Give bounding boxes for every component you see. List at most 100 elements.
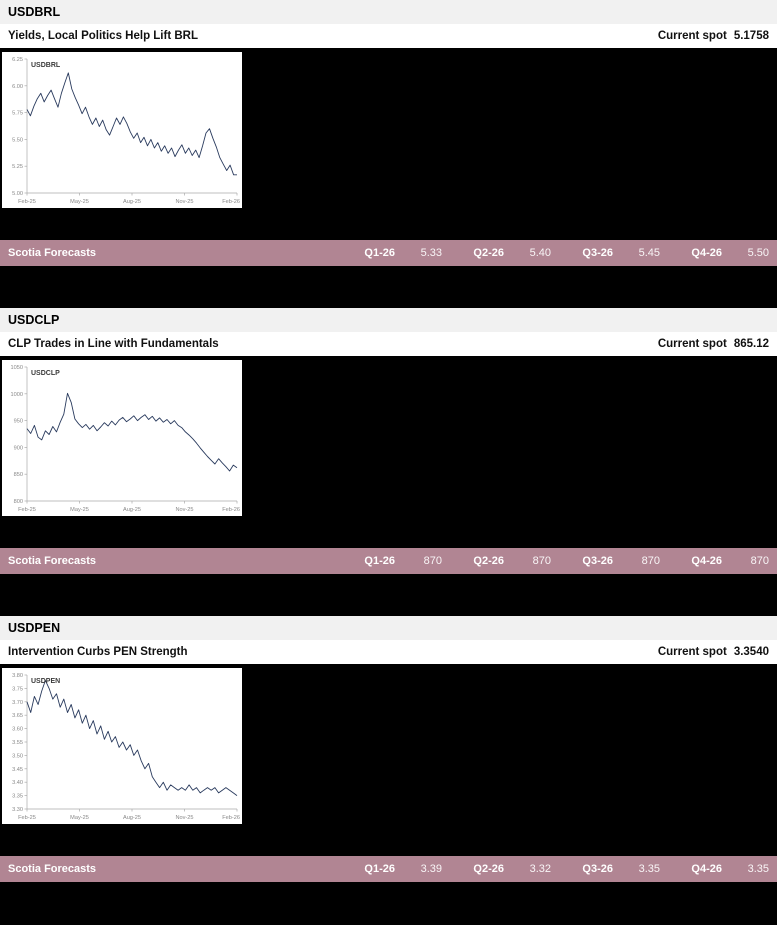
forecast-value: 5.33 — [420, 247, 442, 259]
current-spot-label: Current spot — [657, 30, 727, 42]
svg-text:5.00: 5.00 — [12, 191, 23, 197]
forecast-bar-label: Scotia Forecasts — [8, 555, 97, 567]
forecast-value: 5.50 — [747, 247, 769, 259]
section-usdbrl: USDBRL Yields, Local Politics Help Lift … — [0, 0, 777, 308]
forecast-value: 3.35 — [747, 863, 769, 875]
svg-text:3.70: 3.70 — [12, 700, 23, 706]
svg-text:3.50: 3.50 — [12, 753, 23, 759]
forecast-cells: Q1-26 3.39 Q2-26 3.32 Q3-26 3.35 Q4-26 3… — [333, 863, 769, 875]
forecast-bar-label: Scotia Forecasts — [8, 863, 97, 875]
pair-title: USDCLP — [8, 313, 60, 327]
headline-row: CLP Trades in Line with Fundamentals Cur… — [0, 332, 777, 356]
svg-text:3.75: 3.75 — [12, 686, 23, 692]
forecast-value: 870 — [750, 555, 769, 567]
svg-text:6.25: 6.25 — [12, 57, 23, 63]
current-spot: Current spot 3.3540 — [658, 646, 769, 658]
svg-text:May-25: May-25 — [70, 507, 89, 513]
forecast-value: 870 — [641, 555, 660, 567]
svg-text:Nov-25: Nov-25 — [175, 199, 193, 205]
svg-text:1000: 1000 — [11, 392, 23, 398]
headline-row: Yields, Local Politics Help Lift BRL Cur… — [0, 24, 777, 48]
forecast-quarter: Q1-26 — [364, 863, 395, 875]
svg-text:3.55: 3.55 — [12, 740, 23, 746]
section-divider — [0, 574, 777, 616]
current-spot: Current spot 865.12 — [658, 338, 769, 350]
svg-text:USDCLP: USDCLP — [31, 370, 60, 377]
forecast-value: 3.32 — [529, 863, 551, 875]
forecast-quarter: Q2-26 — [473, 863, 504, 875]
svg-text:Feb-25: Feb-25 — [18, 507, 36, 513]
section-usdclp: USDCLP CLP Trades in Line with Fundament… — [0, 308, 777, 616]
forecast-value: 870 — [532, 555, 551, 567]
svg-text:Aug-25: Aug-25 — [123, 815, 141, 821]
chart-area: 1050 1000 950 900 850 800 Feb-25 May-25 Aug-25 No… — [0, 356, 777, 548]
pair-header: USDCLP — [0, 308, 777, 332]
svg-text:900: 900 — [14, 445, 23, 451]
svg-text:3.40: 3.40 — [12, 780, 23, 786]
svg-text:3.35: 3.35 — [12, 794, 23, 800]
usdbrl-price-chart: 6.25 6.00 5.75 5.50 5.25 5.00 Feb-25 May-25 Aug-… — [2, 52, 242, 208]
svg-text:1050: 1050 — [11, 365, 23, 371]
forecast-value: 5.45 — [638, 247, 660, 259]
svg-text:5.75: 5.75 — [12, 111, 23, 117]
svg-text:950: 950 — [14, 419, 23, 425]
svg-text:Feb-26: Feb-26 — [222, 199, 240, 205]
svg-text:Feb-25: Feb-25 — [18, 199, 36, 205]
forecast-quarter: Q3-26 — [582, 247, 613, 259]
forecast-quarter: Q4-26 — [691, 555, 722, 567]
svg-text:3.30: 3.30 — [12, 807, 23, 813]
forecast-bar-label: Scotia Forecasts — [8, 247, 97, 259]
svg-text:May-25: May-25 — [70, 815, 89, 821]
svg-text:5.25: 5.25 — [12, 164, 23, 170]
section-usdpen: USDPEN Intervention Curbs PEN Strength C… — [0, 616, 777, 882]
forecast-bar: Scotia Forecasts Q1-26 3.39 Q2-26 3.32 Q… — [0, 856, 777, 882]
svg-text:Feb-26: Feb-26 — [222, 507, 240, 513]
headline-text: Intervention Curbs PEN Strength — [8, 646, 188, 658]
svg-text:5.50: 5.50 — [12, 137, 23, 143]
forecast-quarter: Q3-26 — [582, 863, 613, 875]
chart-area: 3.80 3.75 3.70 3.65 3.60 3.55 3.50 3.45 3.40 3.35… — [0, 664, 777, 856]
forecast-bar: Scotia Forecasts Q1-26 5.33 Q2-26 5.40 Q… — [0, 240, 777, 266]
forecast-quarter: Q4-26 — [691, 863, 722, 875]
forecast-quarter: Q2-26 — [473, 247, 504, 259]
forecast-value: 3.39 — [420, 863, 442, 875]
svg-text:USDPEN: USDPEN — [31, 678, 60, 685]
forecast-value: 5.40 — [529, 247, 551, 259]
section-divider — [0, 266, 777, 308]
svg-text:3.80: 3.80 — [12, 673, 23, 679]
forecast-value: 870 — [423, 555, 442, 567]
svg-text:Nov-25: Nov-25 — [175, 815, 193, 821]
current-spot: Current spot 5.1758 — [658, 30, 769, 42]
svg-text:850: 850 — [14, 472, 23, 478]
svg-text:Feb-26: Feb-26 — [222, 815, 240, 821]
pair-header: USDPEN — [0, 616, 777, 640]
svg-text:Nov-25: Nov-25 — [175, 507, 193, 513]
svg-text:USDBRL: USDBRL — [31, 62, 61, 69]
pair-header: USDBRL — [0, 0, 777, 24]
current-spot-value: 5.1758 — [733, 30, 769, 42]
current-spot-label: Current spot — [657, 338, 727, 350]
svg-text:Aug-25: Aug-25 — [123, 199, 141, 205]
headline-text: CLP Trades in Line with Fundamentals — [8, 338, 219, 350]
current-spot-value: 3.3540 — [733, 646, 769, 658]
headline-text: Yields, Local Politics Help Lift BRL — [8, 30, 198, 42]
forecast-quarter: Q2-26 — [473, 555, 504, 567]
current-spot-label: Current spot — [657, 646, 727, 658]
pair-title: USDPEN — [8, 621, 61, 635]
svg-text:3.60: 3.60 — [12, 727, 23, 733]
svg-text:6.00: 6.00 — [12, 84, 23, 90]
forecast-quarter: Q1-26 — [364, 247, 395, 259]
forecast-quarter: Q3-26 — [582, 555, 613, 567]
svg-text:May-25: May-25 — [70, 199, 89, 205]
forecast-bar: Scotia Forecasts Q1-26 870 Q2-26 870 Q3-… — [0, 548, 777, 574]
svg-text:3.65: 3.65 — [12, 713, 23, 719]
current-spot-value: 865.12 — [733, 338, 769, 350]
usdpen-price-chart: 3.80 3.75 3.70 3.65 3.60 3.55 3.50 3.45 3.40 3.35… — [2, 668, 242, 824]
pair-title: USDBRL — [8, 5, 61, 19]
headline-row: Intervention Curbs PEN Strength Current … — [0, 640, 777, 664]
forecast-quarter: Q1-26 — [364, 555, 395, 567]
forecast-cells: Q1-26 5.33 Q2-26 5.40 Q3-26 5.45 Q4-26 5… — [333, 247, 769, 259]
svg-text:Aug-25: Aug-25 — [123, 507, 141, 513]
usdclp-price-chart: 1050 1000 950 900 850 800 Feb-25 May-25 Aug-25 No… — [2, 360, 242, 516]
forecast-quarter: Q4-26 — [691, 247, 722, 259]
